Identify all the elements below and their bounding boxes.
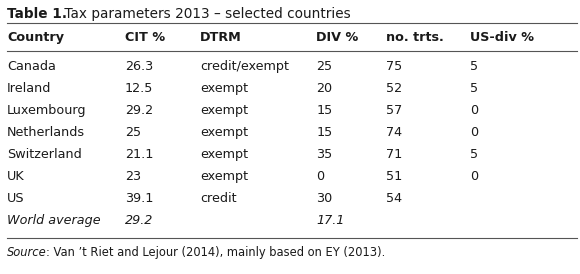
Text: 17.1: 17.1 <box>316 214 345 227</box>
Text: 5: 5 <box>470 60 478 73</box>
Text: 5: 5 <box>470 82 478 95</box>
Text: Switzerland: Switzerland <box>7 148 82 161</box>
Text: Table 1.: Table 1. <box>7 7 67 21</box>
Text: 39.1: 39.1 <box>125 192 153 205</box>
Text: 57: 57 <box>386 104 402 117</box>
Text: Source: Source <box>7 246 47 259</box>
Text: 15: 15 <box>316 126 332 139</box>
Text: 0: 0 <box>316 170 324 183</box>
Text: 29.2: 29.2 <box>125 214 153 227</box>
Text: 25: 25 <box>125 126 141 139</box>
Text: Netherlands: Netherlands <box>7 126 85 139</box>
Text: no. trts.: no. trts. <box>386 31 444 44</box>
Text: 75: 75 <box>386 60 402 73</box>
Text: 52: 52 <box>386 82 402 95</box>
Text: 5: 5 <box>470 148 478 161</box>
Text: 21.1: 21.1 <box>125 148 153 161</box>
Text: 0: 0 <box>470 126 478 139</box>
Text: 12.5: 12.5 <box>125 82 153 95</box>
Text: 23: 23 <box>125 170 141 183</box>
Text: Country: Country <box>7 31 64 44</box>
Text: 20: 20 <box>316 82 332 95</box>
Text: World average: World average <box>7 214 100 227</box>
Text: DTRM: DTRM <box>200 31 242 44</box>
Text: credit: credit <box>200 192 237 205</box>
Text: US-div %: US-div % <box>470 31 534 44</box>
Text: UK: UK <box>7 170 24 183</box>
Text: 26.3: 26.3 <box>125 60 153 73</box>
Text: Ireland: Ireland <box>7 82 52 95</box>
Text: 25: 25 <box>316 60 332 73</box>
Text: credit/exempt: credit/exempt <box>200 60 289 73</box>
Text: 54: 54 <box>386 192 402 205</box>
Text: 0: 0 <box>470 104 478 117</box>
Text: 35: 35 <box>316 148 332 161</box>
Text: exempt: exempt <box>200 170 248 183</box>
Text: 30: 30 <box>316 192 332 205</box>
Text: : Van ’t Riet and Lejour (2014), mainly based on EY (2013).: : Van ’t Riet and Lejour (2014), mainly … <box>46 246 386 259</box>
Text: exempt: exempt <box>200 82 248 95</box>
Text: US: US <box>7 192 24 205</box>
Text: 74: 74 <box>386 126 402 139</box>
Text: exempt: exempt <box>200 104 248 117</box>
Text: 71: 71 <box>386 148 402 161</box>
Text: CIT %: CIT % <box>125 31 165 44</box>
Text: 51: 51 <box>386 170 402 183</box>
Text: 29.2: 29.2 <box>125 104 153 117</box>
Text: DIV %: DIV % <box>316 31 358 44</box>
Text: 0: 0 <box>470 170 478 183</box>
Text: Luxembourg: Luxembourg <box>7 104 86 117</box>
Text: Canada: Canada <box>7 60 56 73</box>
Text: Tax parameters 2013 – selected countries: Tax parameters 2013 – selected countries <box>60 7 351 21</box>
Text: exempt: exempt <box>200 148 248 161</box>
Text: 15: 15 <box>316 104 332 117</box>
Text: exempt: exempt <box>200 126 248 139</box>
